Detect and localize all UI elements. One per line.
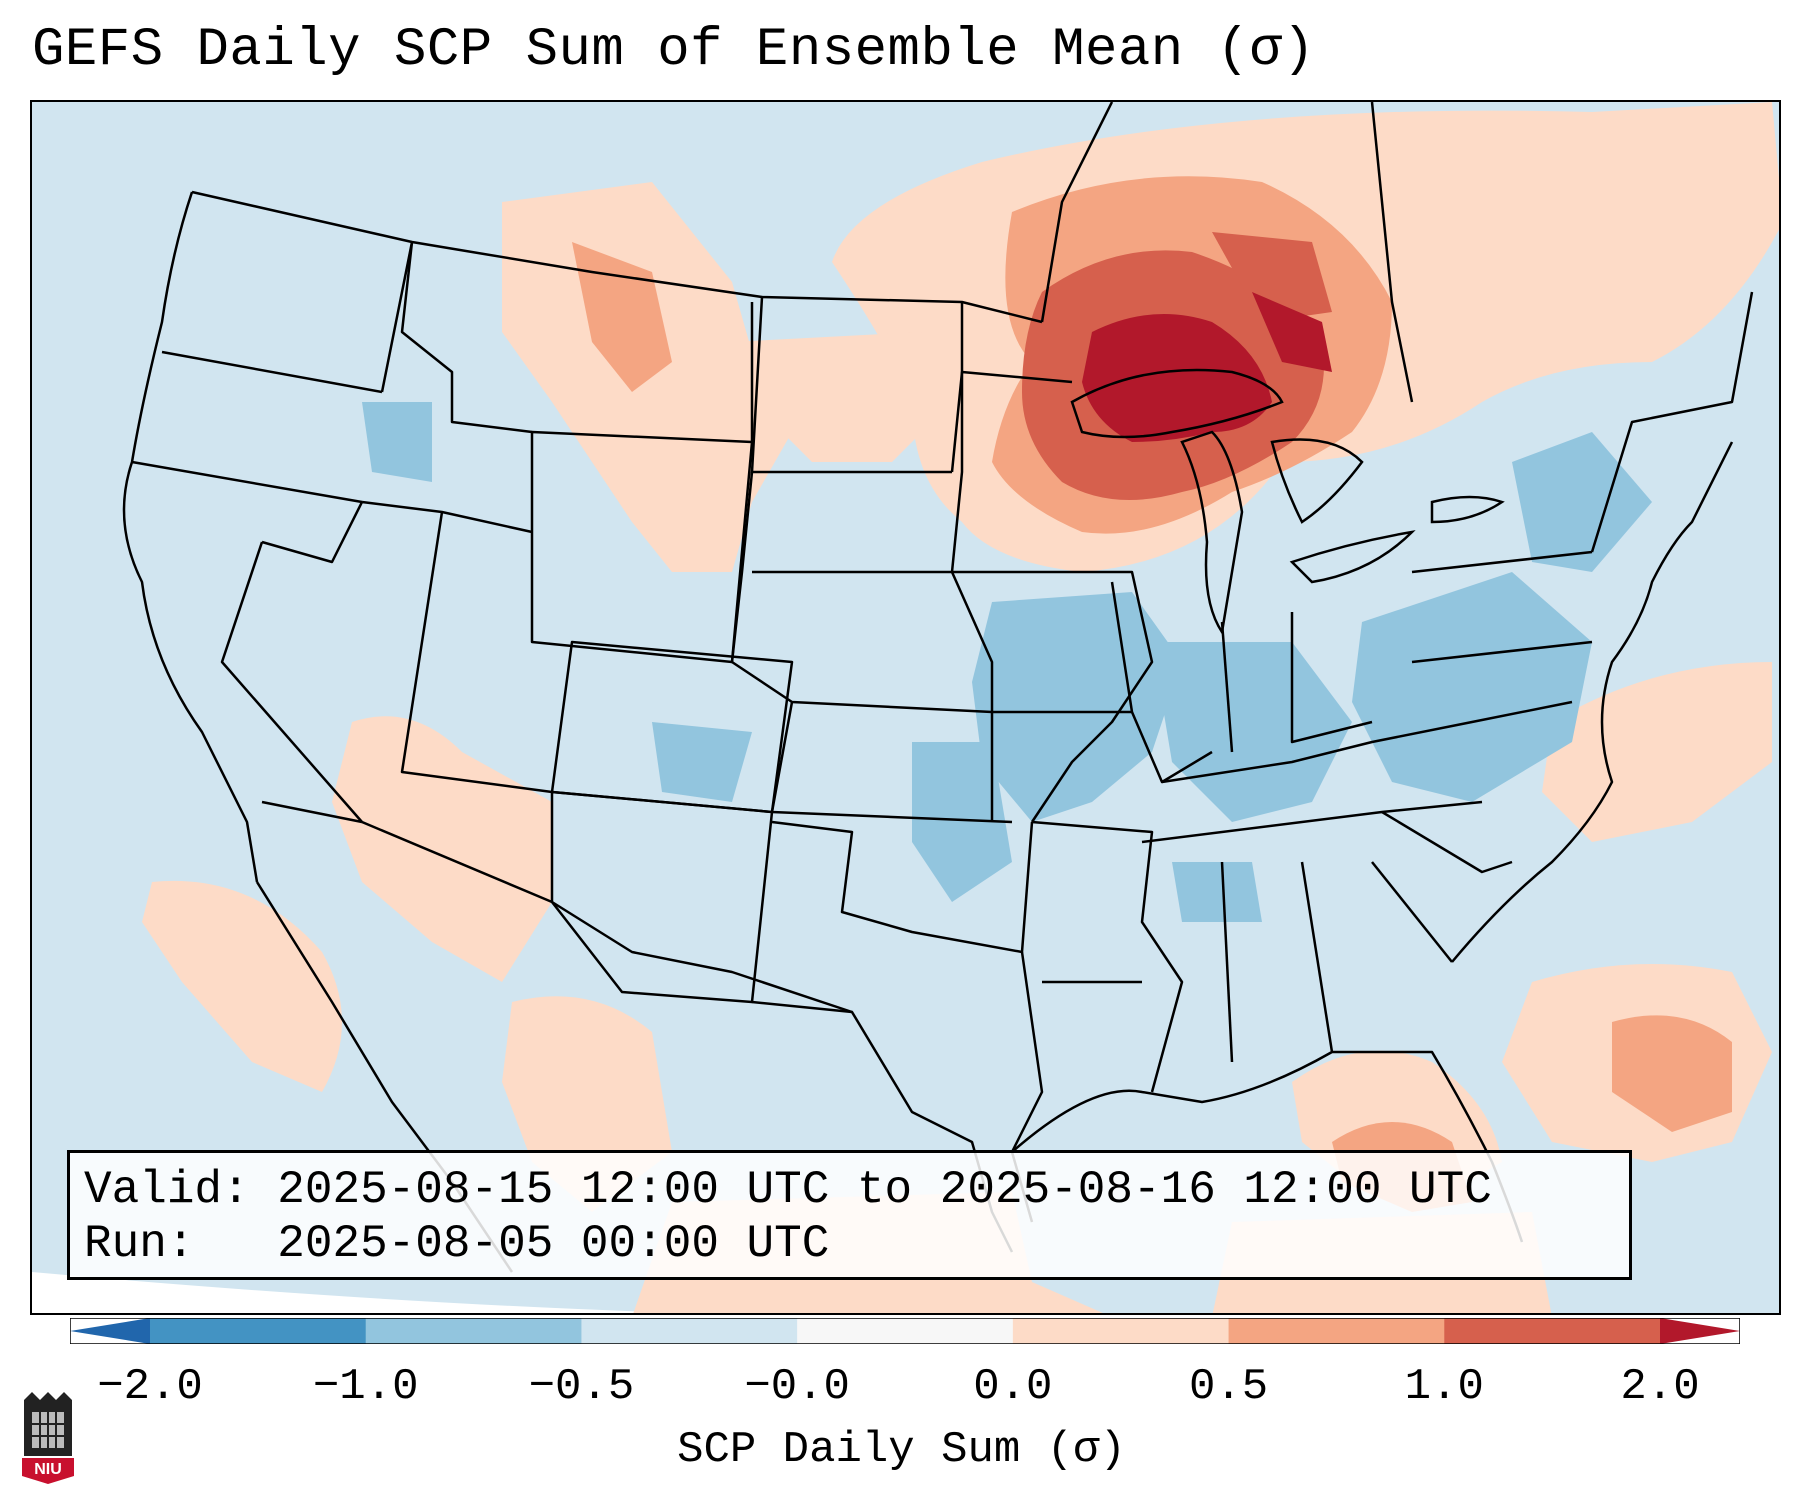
colorbar-segment (1444, 1318, 1661, 1344)
colorbar-tick-label: 0.0 (973, 1362, 1053, 1412)
colorbar-segments (150, 1318, 1661, 1344)
colorbar-segment (1228, 1318, 1445, 1344)
logo-text: NIU (34, 1461, 62, 1478)
colorbar-extend-high (1660, 1318, 1740, 1344)
colorbar-tick-label: −0.0 (744, 1362, 850, 1412)
valid-line: Valid: 2025-08-15 12:00 UTC to 2025-08-1… (84, 1163, 1615, 1217)
colorbar-segment (1012, 1318, 1230, 1344)
niu-logo: NIU (22, 1392, 74, 1484)
chart-title: GEFS Daily SCP Sum of Ensemble Mean (σ) (32, 20, 1316, 81)
colorbar-segment (581, 1318, 798, 1344)
colorbar (70, 1318, 1740, 1344)
colorbar-segment (150, 1318, 367, 1344)
colorbar-tick-label: −0.5 (528, 1362, 635, 1412)
colorbar-label: SCP Daily Sum (σ) (677, 1425, 1126, 1475)
colorbar-segment (797, 1318, 1014, 1344)
colorbar-extend-low (70, 1318, 150, 1344)
colorbar-tick-label: −2.0 (97, 1362, 203, 1412)
valid-value: 2025-08-15 12:00 UTC to 2025-08-16 12:00… (277, 1164, 1492, 1216)
info-box: Valid: 2025-08-15 12:00 UTC to 2025-08-1… (67, 1150, 1632, 1280)
colorbar-segment (365, 1318, 582, 1344)
colorbar-tick-label: 1.0 (1404, 1362, 1484, 1412)
anomaly-extreme-positive (1082, 292, 1332, 442)
run-line: Run: 2025-08-05 00:00 UTC (84, 1217, 1615, 1271)
valid-label: Valid: (84, 1164, 250, 1216)
colorbar-tick-label: −1.0 (312, 1362, 419, 1412)
map-panel (30, 100, 1781, 1315)
anomaly-moderate-negative (362, 402, 1652, 922)
run-value: 2025-08-05 00:00 UTC (277, 1218, 830, 1270)
outside-domain (32, 1272, 685, 1313)
run-label: Run: (84, 1218, 195, 1270)
colorbar-tick-label: 2.0 (1620, 1362, 1700, 1412)
great-lakes (1070, 368, 1505, 636)
colorbar-tick-label: 0.5 (1188, 1362, 1269, 1412)
map-svg (32, 102, 1779, 1313)
